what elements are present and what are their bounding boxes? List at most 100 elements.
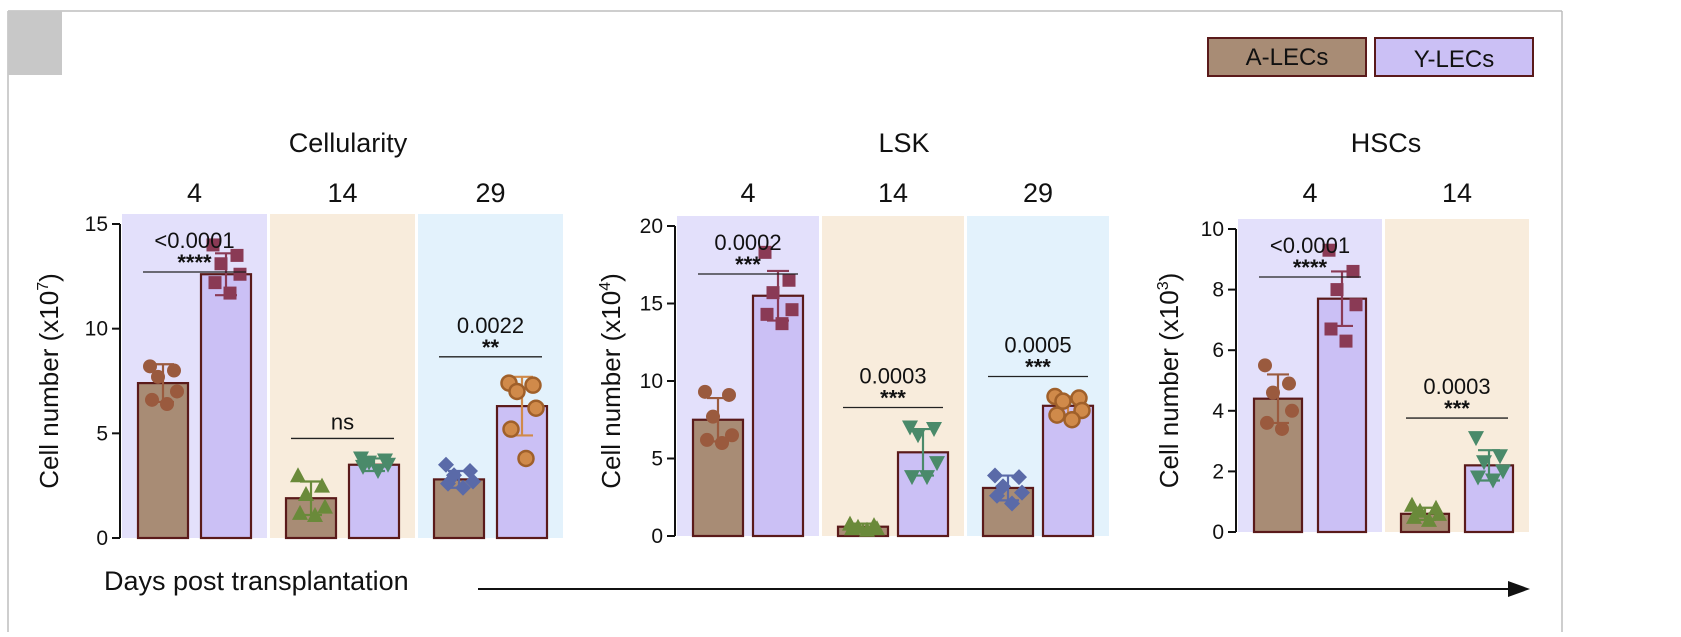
- data-point: [1468, 431, 1484, 447]
- data-point: [1406, 508, 1422, 524]
- data-point: [919, 470, 935, 486]
- y-label-close: ): [34, 273, 64, 282]
- data-point: [145, 392, 159, 407]
- data-point: [1266, 385, 1280, 400]
- day-label: 14: [878, 178, 908, 208]
- data-point: [233, 267, 247, 281]
- data-point: [167, 363, 181, 378]
- bar-y-lecs: [1463, 464, 1515, 534]
- data-point: [208, 276, 222, 290]
- legend-y-swatch: [1374, 37, 1534, 77]
- bar-y-lecs: [1041, 404, 1095, 538]
- data-point: [380, 457, 396, 473]
- data-point: [698, 384, 712, 399]
- y-tick-label: 20: [640, 215, 663, 238]
- legend-a-label: A-LECs: [1246, 44, 1329, 71]
- data-point: [440, 475, 456, 492]
- significance-stars: ***: [1025, 355, 1051, 380]
- y-axis-label: Cell number (x103): [1154, 273, 1184, 489]
- y-tick-label: 15: [85, 213, 108, 236]
- panel-title: Cellularity: [289, 128, 408, 158]
- y-axis-label: Cell number (x104): [596, 273, 626, 489]
- data-point: [1404, 496, 1420, 512]
- data-point: [1260, 415, 1274, 430]
- panel-title: LSK: [878, 128, 929, 158]
- data-point: [700, 432, 714, 447]
- data-point: [314, 477, 330, 493]
- data-point: [170, 384, 184, 399]
- y-label-main: Cell number (x10: [1154, 290, 1184, 488]
- y-tick-label: 0: [96, 527, 108, 550]
- data-point: [859, 521, 875, 537]
- data-point: [1054, 392, 1072, 410]
- data-point: [987, 467, 1003, 484]
- data-point: [230, 248, 244, 262]
- day-label: 29: [1023, 178, 1053, 208]
- day-label: 29: [475, 178, 505, 208]
- data-point: [1346, 264, 1360, 278]
- p-value: 0.0005: [1004, 333, 1071, 358]
- data-point: [766, 286, 780, 300]
- data-point: [517, 449, 535, 468]
- data-point: [1476, 455, 1492, 471]
- data-point: [1258, 358, 1272, 373]
- data-point: [438, 456, 454, 473]
- data-point: [290, 467, 306, 483]
- y-tick-label: 8: [1212, 279, 1224, 302]
- p-value: <0.0001: [154, 228, 234, 253]
- legend-a-swatch: [1207, 37, 1367, 77]
- significance-stars: **: [482, 335, 500, 360]
- data-point: [1492, 449, 1508, 465]
- data-point: [902, 420, 918, 436]
- data-point: [1330, 283, 1344, 297]
- data-point: [1431, 505, 1447, 521]
- y-tick-label: 5: [651, 448, 663, 471]
- data-point: [1485, 473, 1501, 489]
- p-value: <0.0001: [1270, 233, 1350, 258]
- data-point: [1470, 470, 1486, 486]
- data-point: [1495, 464, 1511, 480]
- data-point: [904, 470, 920, 486]
- data-point: [292, 504, 308, 520]
- data-point: [353, 451, 369, 467]
- legend-y-label: Y-LECs: [1414, 46, 1494, 73]
- chart-panels: Cellularity4****<0.000114ns29**0.0022051…: [34, 128, 1529, 550]
- data-point: [844, 520, 860, 536]
- data-point: [298, 486, 314, 502]
- y-tick-label: 10: [1201, 218, 1224, 241]
- significance-stars: ****: [1293, 255, 1328, 280]
- data-point: [725, 428, 739, 443]
- data-point: [1275, 421, 1289, 436]
- y-tick-label: 0: [1212, 521, 1224, 544]
- x-caption: Days post transplantation: [104, 566, 409, 596]
- data-point: [760, 307, 774, 321]
- panel-placeholder: [8, 11, 62, 75]
- y-label-exponent: 4: [597, 282, 614, 291]
- y-axis-label: Cell number (x107): [34, 273, 64, 489]
- y-label-main: Cell number (x10: [34, 291, 64, 489]
- day-label: 4: [740, 178, 755, 208]
- data-point: [785, 303, 799, 317]
- data-point: [370, 464, 386, 480]
- data-point: [223, 286, 237, 300]
- data-point: [1339, 334, 1353, 348]
- data-point: [929, 456, 945, 472]
- data-point: [206, 238, 220, 252]
- data-point: [455, 479, 471, 496]
- y-tick-label: 6: [1212, 339, 1224, 362]
- y-tick-label: 10: [640, 370, 663, 393]
- day-label: 4: [187, 178, 202, 208]
- data-point: [1282, 376, 1296, 391]
- p-value: ns: [331, 409, 354, 434]
- data-point: [1285, 403, 1299, 418]
- data-point: [1063, 411, 1081, 429]
- data-point: [715, 436, 729, 450]
- data-point: [317, 498, 333, 514]
- data-point: [1004, 495, 1020, 512]
- data-point: [1014, 484, 1030, 501]
- significance-stars: ***: [1444, 396, 1470, 421]
- bar-y-lecs: [199, 273, 253, 540]
- day-label: 4: [1302, 178, 1317, 208]
